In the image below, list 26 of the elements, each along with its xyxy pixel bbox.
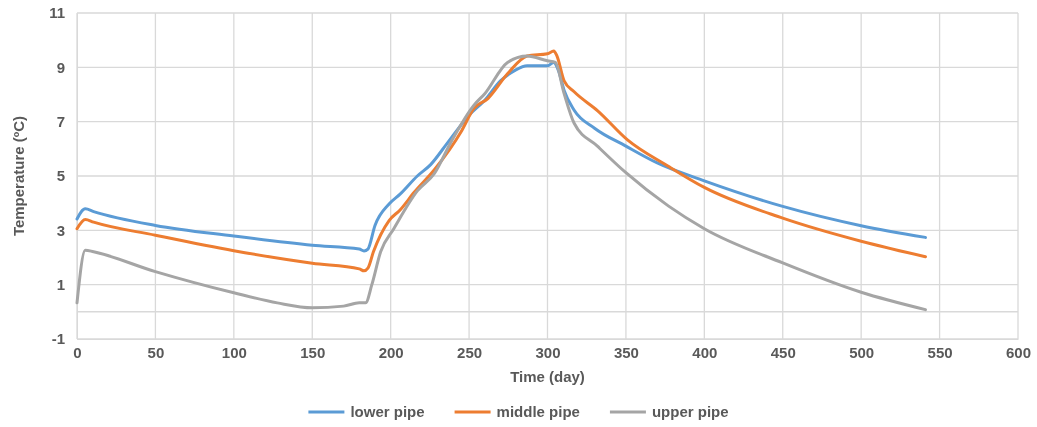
x-tick-label: 100 (221, 343, 247, 361)
x-tick-label: 600 (1005, 343, 1032, 361)
x-tick-label: 0 (73, 343, 82, 361)
x-tick-label: 50 (147, 343, 165, 361)
y-tick-label: 1 (56, 275, 65, 293)
y-tick-label: -1 (51, 330, 65, 348)
x-tick-label: 350 (613, 343, 639, 361)
legend-label: lower pipe (350, 403, 425, 420)
y-tick-label: 7 (56, 112, 65, 130)
x-tick-label: 300 (535, 343, 561, 361)
x-tick-label: 550 (927, 343, 953, 361)
x-tick-label: 500 (849, 343, 875, 361)
line-series (75, 54, 927, 312)
x-tick-label: 200 (378, 343, 404, 361)
x-tick-label: 250 (457, 343, 483, 361)
x-tick-label: 400 (692, 343, 718, 361)
y-tick-label: 3 (56, 221, 65, 239)
x-tick-label: 450 (770, 343, 796, 361)
y-tick-label: 9 (56, 58, 65, 76)
legend-label: middle pipe (496, 403, 580, 420)
legend-label: upper pipe (651, 403, 729, 420)
x-tick-label: 150 (300, 343, 326, 361)
x-axis-title: Time (day) (510, 368, 585, 385)
y-tick-label: 11 (49, 4, 65, 22)
y-axis-title: Temperature (ºC) (10, 115, 27, 237)
y-tick-label: 5 (56, 167, 65, 185)
